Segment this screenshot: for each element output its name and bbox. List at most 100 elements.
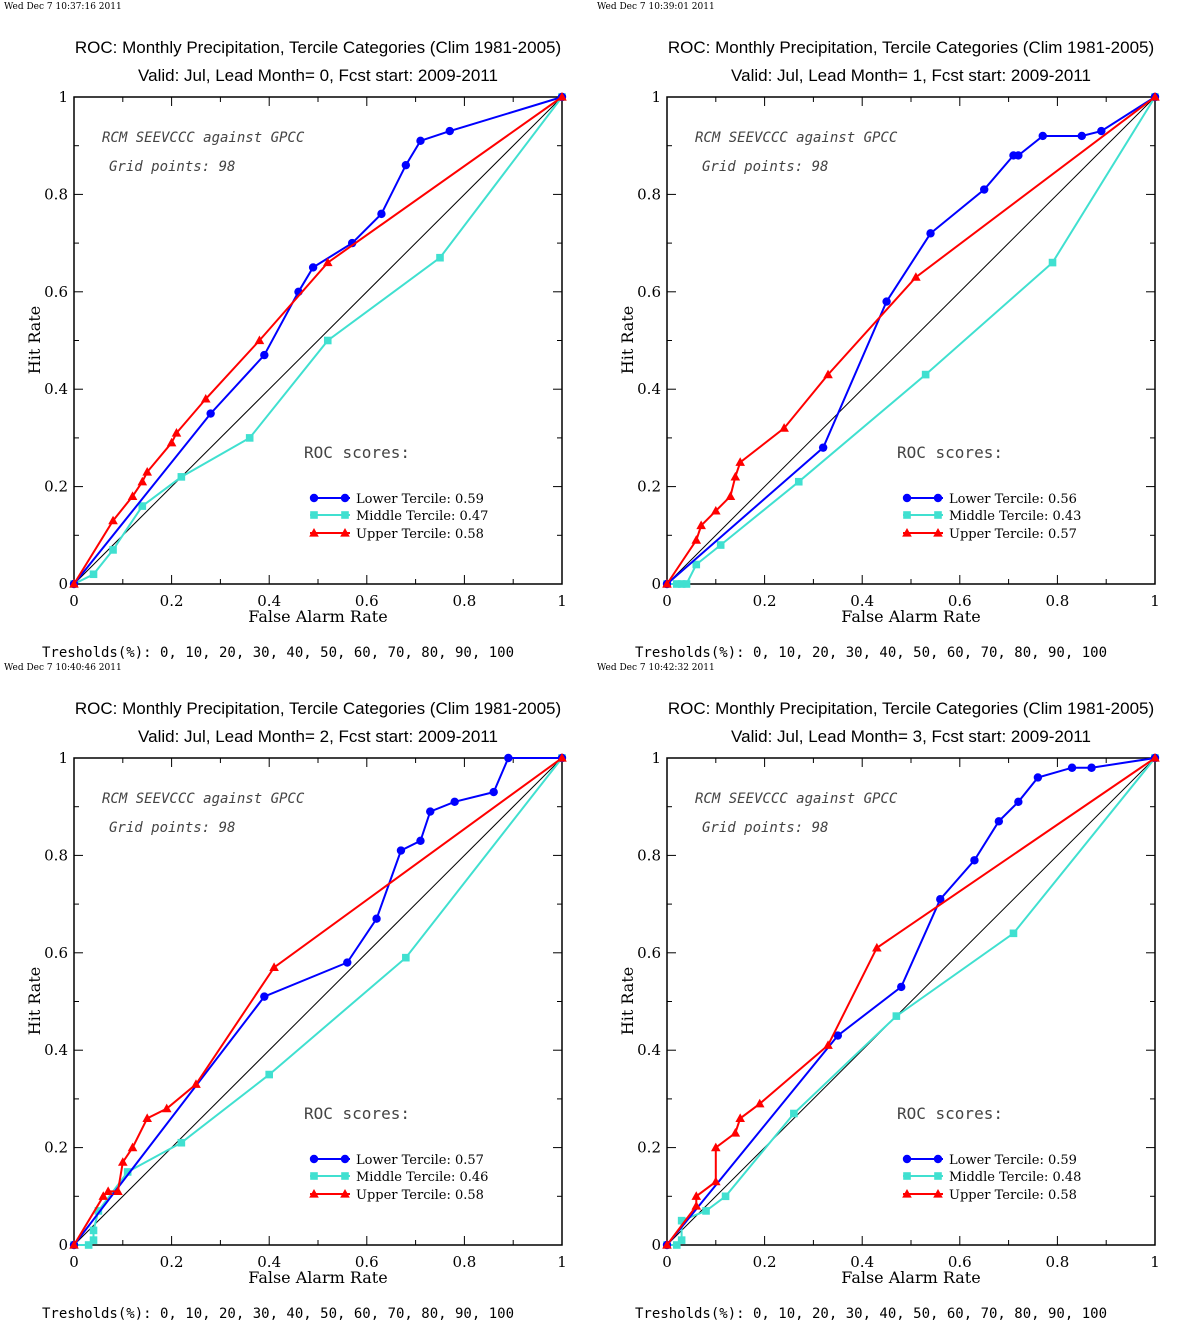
data-point [94, 1207, 103, 1215]
data-point [980, 185, 989, 194]
y-axis-label: Hit Rate [25, 967, 44, 1035]
chart-subtitle: Valid: Jul, Lead Month= 0, Fcst start: 2… [138, 66, 498, 85]
data-point [123, 1168, 132, 1176]
no-skill-diagonal [73, 757, 563, 1246]
data-point [245, 434, 254, 442]
data-point [138, 502, 147, 510]
y-tick-label: 0.6 [44, 944, 68, 962]
data-point [691, 1201, 702, 1210]
data-point [790, 1109, 798, 1118]
x-tick-label: 0 [662, 1253, 672, 1271]
legend-entry: Middle Tercile: 0.46 [356, 1170, 488, 1185]
data-point [692, 560, 701, 569]
legend-marker [309, 493, 319, 503]
print-timestamp: Wed Dec 7 10:40:46 2011 [4, 663, 122, 673]
chart-title: ROC: Monthly Precipitation, Tercile Cate… [75, 38, 561, 57]
chart-subtitle: Valid: Jul, Lead Month= 2, Fcst start: 2… [138, 727, 498, 746]
data-point [166, 437, 177, 447]
y-tick-label: 0 [58, 575, 68, 593]
legend-marker [309, 1154, 319, 1164]
data-point [171, 428, 182, 437]
data-point [672, 580, 681, 588]
y-tick-label: 0 [58, 1236, 68, 1254]
chart-title: ROC: Monthly Precipitation, Tercile Cate… [668, 38, 1154, 57]
grid-points-annotation: Grid points: 98 [702, 159, 828, 175]
data-point [779, 423, 789, 432]
x-tick-label: 0 [69, 592, 79, 610]
data-point [260, 992, 269, 1001]
data-point [823, 1040, 833, 1049]
data-point [921, 370, 930, 379]
data-point [721, 1192, 730, 1201]
roc-chart-panel-lead-1: Wed Dec 7 10:39:01 2011 ROC: Monthly Prec… [593, 0, 1187, 661]
x-axis-label: False Alarm Rate [841, 607, 980, 626]
data-point [260, 350, 269, 360]
data-point [1014, 151, 1023, 160]
legend-entry: Middle Tercile: 0.47 [356, 509, 488, 524]
data-point [69, 1240, 79, 1249]
x-tick-label: 0 [69, 1253, 79, 1271]
y-tick-label: 0.8 [44, 846, 68, 864]
data-point [69, 579, 79, 588]
data-point [702, 1207, 710, 1215]
data-point [1033, 773, 1043, 782]
data-point [911, 272, 921, 281]
data-point [177, 1138, 186, 1147]
data-point [161, 1103, 172, 1113]
data-point [1014, 797, 1023, 807]
data-point [436, 253, 444, 262]
y-tick-label: 1 [651, 749, 661, 767]
x-tick-label: 0.8 [1045, 592, 1069, 610]
data-point [672, 1241, 681, 1249]
legend-entry: Lower Tercile: 0.57 [356, 1153, 484, 1168]
y-tick-label: 0.2 [44, 1139, 68, 1157]
data-point [402, 953, 410, 962]
legend-marker [340, 1189, 350, 1198]
data-point [754, 1098, 765, 1108]
data-point [677, 1236, 686, 1244]
legend-marker [310, 511, 318, 519]
y-tick-label: 0.2 [44, 478, 68, 496]
data-point [137, 476, 148, 486]
legend-marker [341, 1172, 349, 1180]
data-point [994, 817, 1004, 826]
data-point [118, 1157, 128, 1166]
x-tick-label: 0 [662, 592, 672, 610]
legend-entry: Upper Tercile: 0.58 [356, 527, 484, 542]
legend-entry: Lower Tercile: 0.59 [949, 1153, 1077, 1168]
x-tick-label: 0.8 [452, 592, 476, 610]
thresholds-caption: Tresholds(%): 0, 10, 20, 30, 40, 50, 60,… [42, 645, 514, 661]
x-tick-label: 0.2 [160, 592, 184, 610]
data-point [794, 477, 803, 486]
thresholds-caption: Tresholds(%): 0, 10, 20, 30, 40, 50, 60,… [635, 645, 1107, 661]
legend-marker [309, 528, 319, 537]
data-point [254, 335, 265, 345]
data-point [200, 393, 211, 403]
no-skill-diagonal [73, 96, 563, 585]
data-point [98, 1191, 109, 1200]
data-point [711, 1142, 721, 1152]
y-tick-label: 0.6 [637, 944, 661, 962]
data-point [1150, 753, 1160, 762]
legend-entry: Upper Tercile: 0.57 [949, 527, 1077, 542]
roc-chart-svg: Wed Dec 7 10:39:01 2011 ROC: Monthly Prec… [597, 2, 1160, 661]
data-point [1077, 131, 1086, 141]
roc-chart-svg: Wed Dec 7 10:40:46 2011 ROC: Monthly Prec… [4, 663, 567, 1322]
legend-marker [903, 511, 911, 519]
data-point [322, 257, 333, 267]
chart-subtitle: Valid: Jul, Lead Month= 3, Fcst start: 2… [731, 727, 1091, 746]
data-point [377, 209, 386, 219]
data-point [84, 1241, 93, 1249]
data-point [1150, 92, 1160, 101]
chart-title: ROC: Monthly Precipitation, Tercile Cate… [668, 699, 1154, 718]
legend-marker [933, 1189, 943, 1198]
data-point [347, 238, 357, 248]
x-tick-label: 0.2 [160, 1253, 184, 1271]
series-triangle [69, 753, 567, 1249]
data-point [269, 962, 279, 972]
legend-marker [933, 528, 943, 537]
no-skill-diagonal [666, 96, 1156, 585]
x-tick-label: 0.8 [452, 1253, 476, 1271]
legend-marker [902, 528, 912, 537]
legend-marker [340, 1154, 350, 1164]
